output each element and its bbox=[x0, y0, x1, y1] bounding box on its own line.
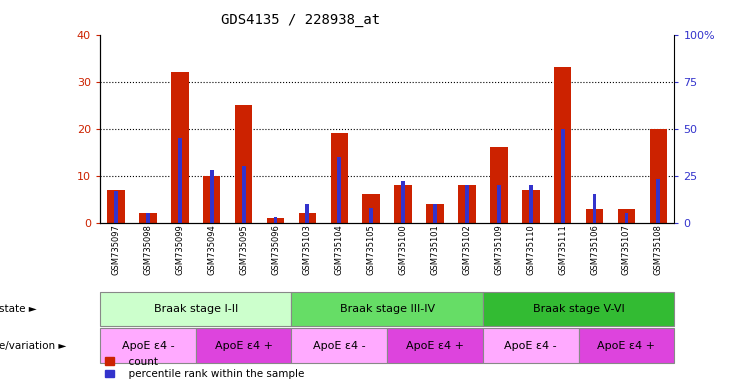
Text: disease state ►: disease state ► bbox=[0, 304, 37, 314]
Bar bbox=[178, 138, 182, 223]
Bar bbox=[618, 209, 635, 223]
Bar bbox=[554, 68, 571, 223]
Bar bbox=[586, 209, 603, 223]
Bar bbox=[291, 292, 483, 326]
Text: GDS4135 / 228938_at: GDS4135 / 228938_at bbox=[222, 13, 381, 27]
Bar bbox=[561, 129, 565, 223]
Bar bbox=[458, 185, 476, 223]
Bar bbox=[330, 133, 348, 223]
Text: ApoE ε4 -: ApoE ε4 - bbox=[313, 341, 365, 351]
Bar bbox=[426, 204, 444, 223]
Bar bbox=[369, 208, 373, 223]
Bar bbox=[593, 195, 597, 223]
Text: genotype/variation ►: genotype/variation ► bbox=[0, 341, 67, 351]
Bar bbox=[299, 214, 316, 223]
Bar bbox=[242, 166, 245, 223]
Bar bbox=[291, 328, 387, 363]
Bar bbox=[625, 214, 628, 223]
Bar bbox=[650, 129, 667, 223]
Bar bbox=[522, 190, 539, 223]
Bar bbox=[394, 185, 412, 223]
Text: ApoE ε4 +: ApoE ε4 + bbox=[215, 341, 273, 351]
Bar bbox=[529, 185, 533, 223]
Text: Braak stage I-II: Braak stage I-II bbox=[153, 304, 238, 314]
Bar bbox=[100, 328, 196, 363]
Bar bbox=[657, 179, 660, 223]
Bar bbox=[146, 214, 150, 223]
Text: ApoE ε4 -: ApoE ε4 - bbox=[505, 341, 557, 351]
Bar bbox=[267, 218, 285, 223]
Legend:   count,   percentile rank within the sample: count, percentile rank within the sample bbox=[105, 357, 305, 379]
Bar bbox=[139, 214, 156, 223]
Bar bbox=[235, 105, 253, 223]
Bar bbox=[210, 170, 213, 223]
Bar bbox=[483, 292, 674, 326]
Bar bbox=[100, 292, 291, 326]
Bar bbox=[388, 328, 483, 363]
Text: Braak stage III-IV: Braak stage III-IV bbox=[339, 304, 435, 314]
Bar bbox=[465, 185, 469, 223]
Bar bbox=[337, 157, 342, 223]
Bar bbox=[171, 72, 188, 223]
Bar bbox=[305, 204, 309, 223]
Bar bbox=[362, 195, 380, 223]
Bar bbox=[196, 328, 291, 363]
Bar bbox=[483, 328, 579, 363]
Text: ApoE ε4 -: ApoE ε4 - bbox=[122, 341, 174, 351]
Bar bbox=[490, 147, 508, 223]
Bar bbox=[579, 328, 674, 363]
Text: Braak stage V-VI: Braak stage V-VI bbox=[533, 304, 625, 314]
Text: ApoE ε4 +: ApoE ε4 + bbox=[406, 341, 464, 351]
Bar bbox=[107, 190, 124, 223]
Bar bbox=[401, 181, 405, 223]
Bar bbox=[273, 217, 277, 223]
Bar bbox=[36, 292, 100, 326]
Bar bbox=[114, 191, 118, 223]
Bar bbox=[203, 176, 221, 223]
Bar bbox=[36, 328, 100, 363]
Bar bbox=[497, 185, 501, 223]
Text: ApoE ε4 +: ApoE ε4 + bbox=[597, 341, 656, 351]
Bar bbox=[433, 204, 437, 223]
